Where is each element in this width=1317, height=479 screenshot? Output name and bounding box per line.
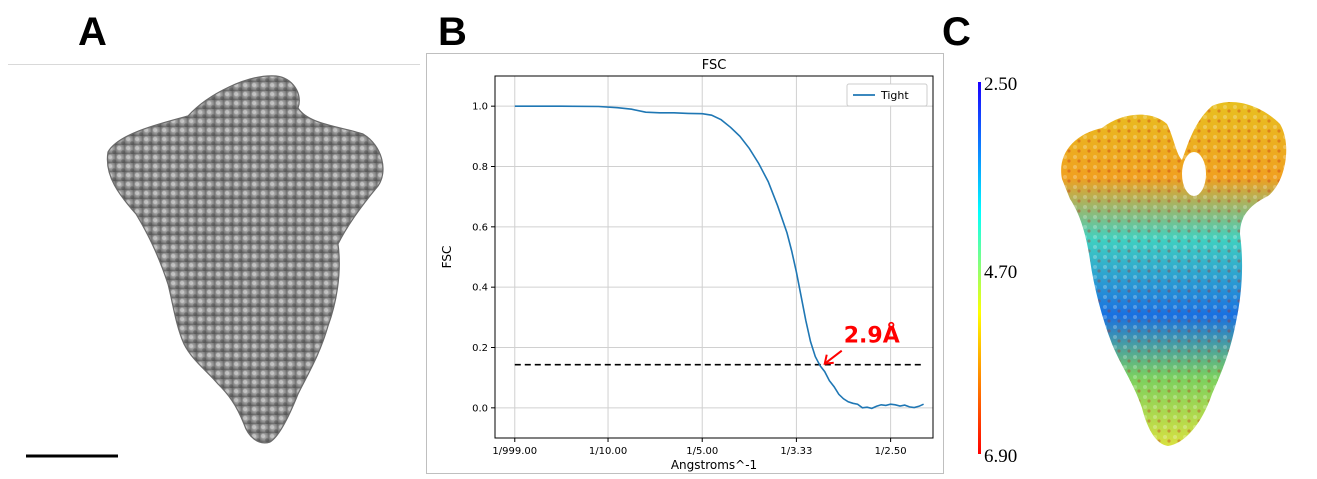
y-axis-label: FSC [440,246,454,269]
y-axis-ticks: 0.0 0.2 0.4 0.6 0.8 1.0 [472,102,495,414]
series-line-tight [514,105,924,410]
density-map-image [26,75,384,458]
colorbar-label-top: 2.50 [984,74,1018,95]
x-axis-ticks: 1/999.00 1/10.00 1/5.00 1/3.33 1/2.50 [492,438,907,457]
x-tick-label: 1/2.50 [875,446,907,457]
y-tick-label: 0.4 [472,283,488,294]
legend-entry-tight: Tight [880,89,909,102]
local-resolution-panel: 2.50 4.70 6.90 [962,64,1317,474]
panel-label-c: C [942,10,971,54]
y-tick-label: 0.0 [472,403,488,414]
chart-grid [495,76,933,438]
x-tick-label: 1/10.00 [589,446,627,457]
fsc-chart-panel: 0.0 0.2 0.4 0.6 0.8 1.0 1/999.00 1/10.00 1/5.00… [426,53,944,474]
local-resolution-map [1061,102,1287,447]
y-tick-label: 0.2 [472,343,488,354]
density-map-panel [8,64,420,468]
x-tick-label: 1/5.00 [686,446,718,457]
x-tick-label: 1/999.00 [492,446,537,457]
x-axis-label: Angstroms^-1 [671,458,757,472]
chart-axes-frame [494,75,934,439]
y-tick-label: 1.0 [472,102,488,113]
panel-label-b: B [438,10,467,54]
resolution-arrow-head [823,354,834,365]
y-tick-label: 0.6 [472,222,488,233]
colorbar-label-bottom: 6.90 [984,446,1018,467]
local-resolution-image [978,82,1287,454]
x-tick-label: 1/3.33 [780,446,812,457]
fsc-chart: 0.0 0.2 0.4 0.6 0.8 1.0 1/999.00 1/10.00 1/5.00… [440,58,934,472]
colorbar [978,82,981,454]
resolution-annotation-text: 2.9Å [844,323,900,349]
panel-label-a: A [78,10,107,54]
resolution-arrow [824,349,843,365]
legend-box [846,83,928,107]
resolution-annotation: 2.9Å [823,323,900,365]
chart-title: FSC [702,58,727,73]
panel-a-top-border [8,64,420,65]
colorbar-label-middle: 4.70 [984,262,1018,283]
y-tick-label: 0.8 [472,162,488,173]
chart-legend: Tight [846,83,928,107]
